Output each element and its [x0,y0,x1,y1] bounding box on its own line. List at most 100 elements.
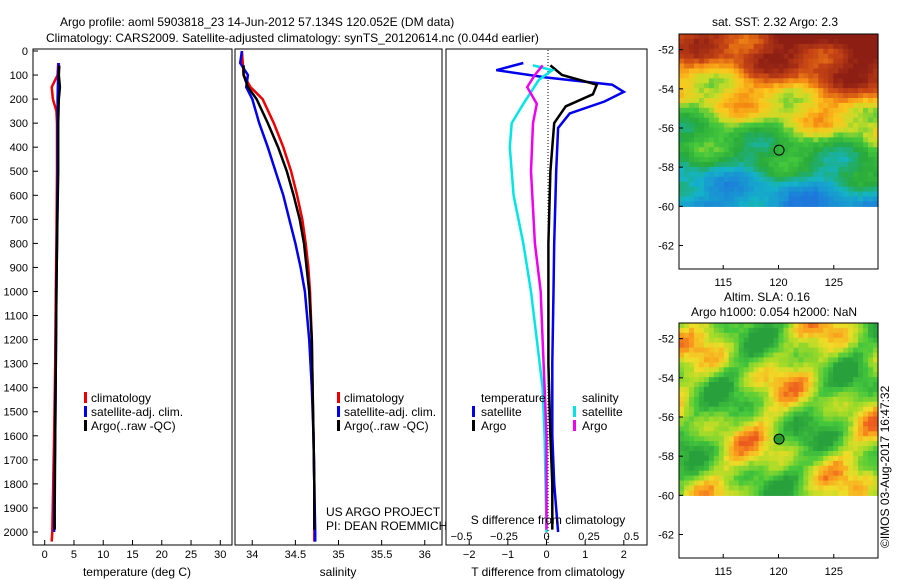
heatmap-cell [808,411,814,418]
heatmap-cell [813,436,819,442]
heatmap-cell [853,137,859,143]
heatmap-cell [808,152,814,158]
heatmap-cell [733,362,740,368]
heatmap-cell [858,127,864,134]
heatmap-cell [843,352,849,359]
heatmap-cell [873,367,879,373]
heatmap-cell [813,332,819,339]
heatmap-cell [708,490,715,496]
heatmap-cell [683,73,690,79]
heatmap-cell [863,357,869,363]
heatmap-cell [753,88,760,94]
heatmap-cell [783,475,790,482]
heatmap-cell [798,137,804,143]
heatmap-cell [743,58,750,65]
heatmap-cell [863,98,869,104]
heatmap-cell [748,68,755,74]
heatmap-cell [843,68,849,74]
heatmap-cell [853,377,859,383]
heatmap-cell [708,357,715,363]
heatmap-cell [828,142,834,148]
heatmap-cell [703,426,710,432]
heatmap-cell [763,362,770,368]
heatmap-cell [803,451,809,457]
heatmap-cell [798,73,804,79]
heatmap-cell [813,352,819,359]
heatmap-cell [863,332,869,339]
series-argo-raw-qc- [242,65,316,530]
heatmap-cell [858,426,864,432]
heatmap-cell [798,186,804,193]
heatmap-cell [713,181,720,188]
heatmap-cell [698,327,705,334]
heatmap-cell [708,78,715,84]
heatmap-cell [733,107,740,114]
heatmap-cell [698,107,705,114]
heatmap-cell [828,436,834,442]
heatmap-cell [718,122,725,129]
heatmap-cell [838,73,844,79]
heatmap-cell [843,396,849,403]
heatmap-cell [783,323,790,329]
heatmap-cell [728,171,735,178]
heatmap-cell [793,34,799,40]
heatmap-cell [768,421,775,427]
heatmap-cell [723,387,730,393]
heatmap-cell [803,93,809,99]
heatmap-cell [818,396,824,403]
heatmap-cell [838,377,844,383]
heatmap-cell [758,367,765,373]
heatmap-cell [753,112,760,119]
heatmap-cell [813,58,819,65]
legend-swatch-argo [84,420,87,431]
heatmap-cell [763,63,770,70]
heatmap-cell [778,127,785,134]
heatmap-cell [813,465,819,472]
depth-tick-label: 500 [10,166,28,178]
heatmap-cell [823,201,829,207]
heatmap-cell [708,38,715,45]
heatmap-cell [753,451,760,457]
heatmap-cell [788,387,795,393]
heatmap-cell [783,451,790,457]
heatmap-cell [753,93,760,99]
heatmap-cell [798,196,804,203]
heatmap-cell [733,83,740,89]
heatmap-cell [818,480,824,487]
heatmap-cell [718,78,725,84]
heatmap-cell [808,327,814,334]
heatmap-cell [748,490,755,496]
heatmap-cell [768,38,775,45]
heatmap-cell [843,460,849,467]
heatmap-cell [683,377,690,383]
heatmap-cell [813,377,819,383]
heatmap-cell [698,93,705,99]
heatmap-cell [823,93,829,99]
heatmap-cell [798,465,804,472]
heatmap-cell [788,377,795,383]
heatmap-cell [788,352,795,359]
heatmap-cell [823,102,829,109]
heatmap-cell [803,342,809,349]
heatmap-cell [793,436,799,442]
heatmap-cell [768,367,775,373]
heatmap-cell [718,93,725,99]
heatmap-cell [683,112,690,119]
heatmap-cell [858,332,864,339]
difference-x-axis: −2 −1 0 1 2 [463,540,627,561]
heatmap-cell [828,43,834,50]
heatmap-cell [803,176,809,183]
heatmap-cell [853,490,859,496]
heatmap-cell [803,352,809,359]
heatmap-cell [818,73,824,79]
heatmap-cell [688,102,695,109]
heatmap-cell [679,323,685,329]
heatmap-cell [693,34,700,40]
heatmap-cell [763,166,770,173]
heatmap-cell [818,426,824,432]
heatmap-cell [748,132,755,138]
heatmap-cell [833,186,839,193]
heatmap-cell [813,401,819,408]
heatmap-cell [853,323,859,329]
heatmap-cell [683,401,690,408]
